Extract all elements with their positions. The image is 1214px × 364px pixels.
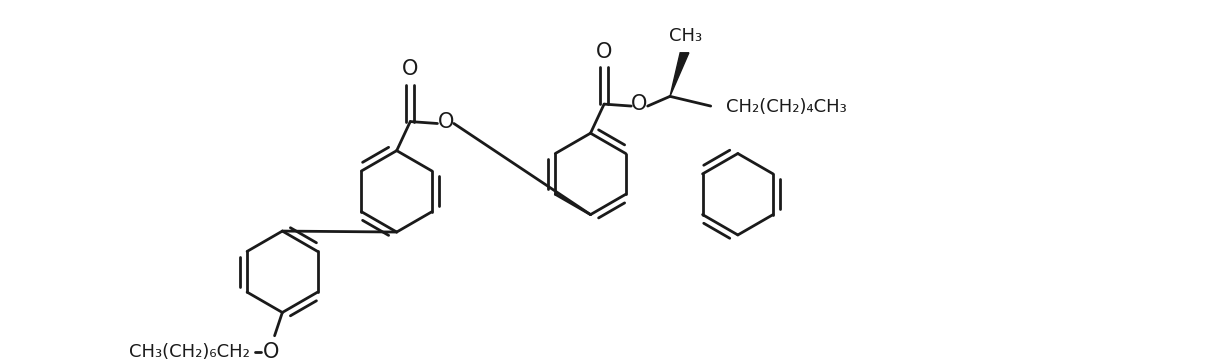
Polygon shape xyxy=(670,53,688,96)
Text: CH₃: CH₃ xyxy=(669,27,702,45)
Text: O: O xyxy=(437,111,454,131)
Text: O: O xyxy=(262,342,279,362)
Text: CH₂(CH₂)₄CH₃: CH₂(CH₂)₄CH₃ xyxy=(726,98,846,116)
Text: O: O xyxy=(596,42,612,62)
Text: CH₃(CH₂)₆CH₂: CH₃(CH₂)₆CH₂ xyxy=(129,343,250,361)
Text: O: O xyxy=(402,59,419,79)
Text: O: O xyxy=(631,94,647,114)
